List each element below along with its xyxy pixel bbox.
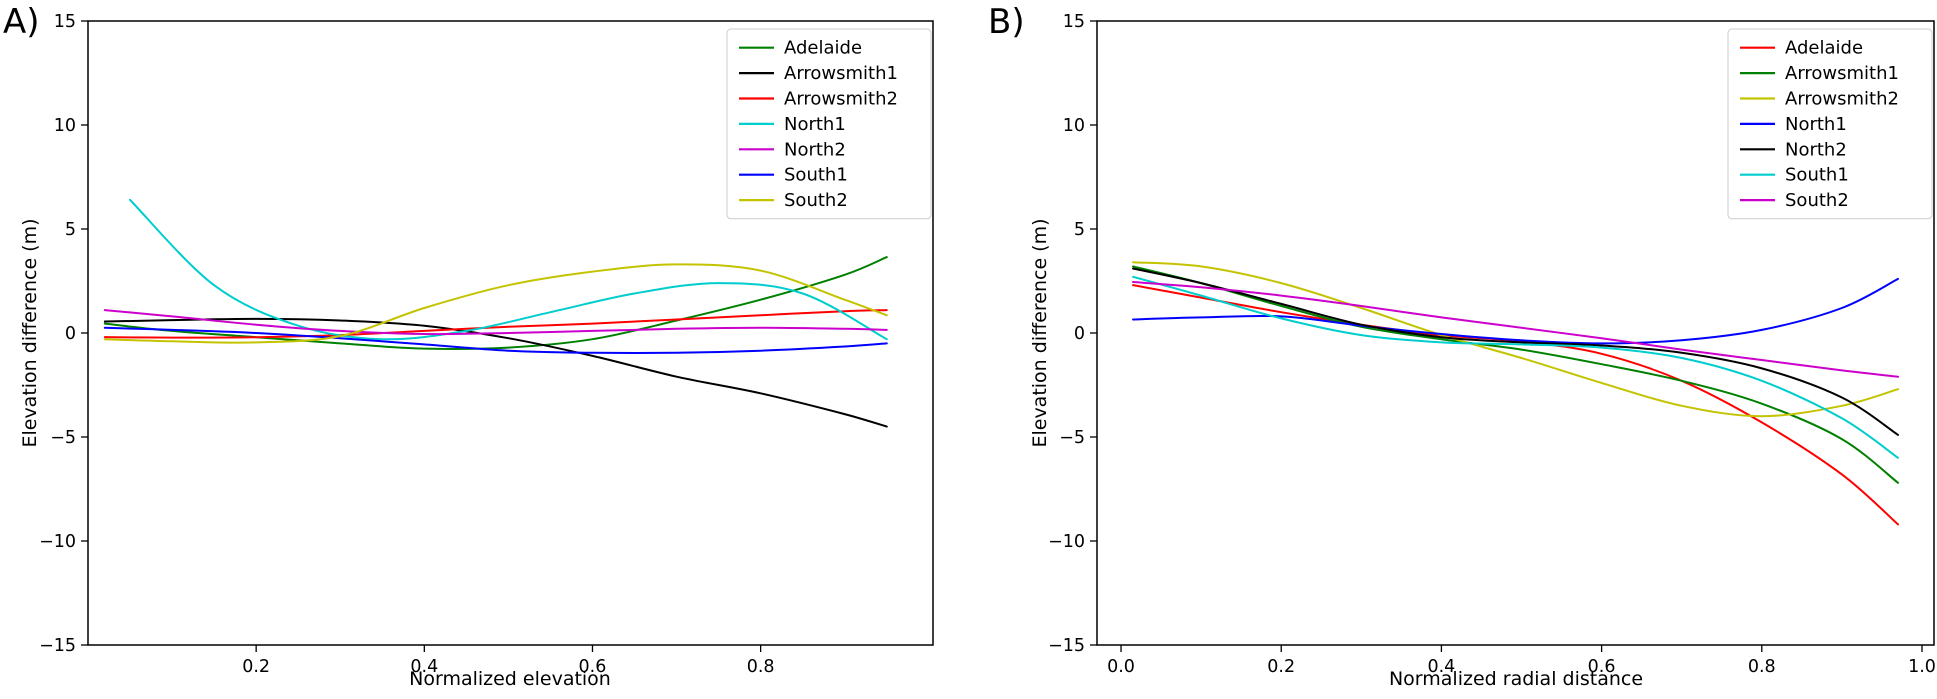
y-tick-label: 0 bbox=[65, 324, 76, 344]
x-tick-label: 0.6 bbox=[579, 657, 607, 677]
curve-south1 bbox=[1132, 275, 1899, 459]
x-tick-label: 0.6 bbox=[1588, 657, 1616, 677]
panel-a: 0.2 0.4 0.6 0.8 15 10 5 0 −5 −10 −15 Adelaide Arrows… bbox=[39, 12, 934, 677]
legend-entry-south2: South2 bbox=[784, 190, 848, 211]
curve-north2 bbox=[103, 309, 888, 336]
curve-south1 bbox=[103, 326, 888, 355]
curve-adelaide bbox=[103, 256, 888, 350]
y-tick-label: 5 bbox=[1074, 220, 1085, 240]
curve-north1 bbox=[1132, 277, 1899, 345]
curve-north2 bbox=[1132, 267, 1899, 436]
x-tick-label: 1.0 bbox=[1908, 657, 1936, 677]
y-tick-label: 15 bbox=[1063, 12, 1085, 32]
axes-frame bbox=[87, 20, 934, 646]
legend-entry-south2: South2 bbox=[1785, 190, 1849, 211]
x-tick-label: 0.4 bbox=[1427, 657, 1455, 677]
curve-arrowsmith1 bbox=[103, 317, 888, 428]
y-tick-label: −10 bbox=[39, 532, 76, 552]
legend-entry-arrowsmith1: Arrowsmith1 bbox=[784, 63, 898, 84]
panel-b-letter: B) bbox=[988, 2, 1025, 42]
x-tick-label: 0.8 bbox=[747, 657, 775, 677]
curve-arrowsmith2 bbox=[1132, 261, 1899, 418]
y-tick-label: −15 bbox=[39, 636, 76, 656]
panel-b-y-axis-title: Elevation difference (m) bbox=[1029, 218, 1051, 448]
legend-entry-south1: South1 bbox=[1785, 165, 1849, 186]
legend-entry-arrowsmith2: Arrowsmith2 bbox=[1785, 89, 1899, 110]
legend-entry-north1: North1 bbox=[1785, 114, 1847, 135]
legend-entry-south1: South1 bbox=[784, 165, 848, 186]
legend-box bbox=[726, 28, 932, 220]
x-tick-label: 0.4 bbox=[410, 657, 438, 677]
curve-adelaide bbox=[1132, 284, 1899, 526]
legend-entry-arrowsmith1: Arrowsmith1 bbox=[1785, 63, 1899, 84]
panel-b: 0.0 0.2 0.4 0.6 0.8 1.0 15 10 5 0 −5 −10 −15 Adelaide… bbox=[1048, 12, 1936, 677]
panel-a-letter: A) bbox=[3, 2, 40, 42]
legend-entry-north2: North2 bbox=[784, 139, 846, 160]
y-tick-label: 5 bbox=[65, 220, 76, 240]
y-tick-label: −5 bbox=[50, 428, 76, 448]
legend-entry-arrowsmith2: Arrowsmith2 bbox=[784, 89, 898, 110]
y-tick-label: −10 bbox=[1048, 532, 1085, 552]
panel-a-y-axis-title: Elevation difference (m) bbox=[19, 218, 41, 448]
y-tick-label: 15 bbox=[54, 12, 76, 32]
axes-frame bbox=[1096, 20, 1935, 646]
curve-south2 bbox=[1132, 281, 1899, 378]
x-tick-label: 0.0 bbox=[1107, 657, 1135, 677]
curve-south2 bbox=[103, 263, 888, 344]
y-tick-label: 10 bbox=[54, 116, 76, 136]
y-tick-label: 0 bbox=[1074, 324, 1085, 344]
curve-arrowsmith2 bbox=[103, 309, 888, 339]
panel-a-x-axis-title: Normalized elevation bbox=[409, 668, 611, 690]
curve-arrowsmith1 bbox=[1132, 265, 1899, 484]
x-tick-label: 0.2 bbox=[242, 657, 270, 677]
curve-north1 bbox=[129, 198, 888, 341]
y-tick-label: −5 bbox=[1059, 428, 1085, 448]
x-tick-label: 0.2 bbox=[1267, 657, 1295, 677]
legend-entry-adelaide: Adelaide bbox=[784, 38, 862, 59]
legend-entry-adelaide: Adelaide bbox=[1785, 38, 1863, 59]
legend-entry-north2: North2 bbox=[1785, 139, 1847, 160]
x-tick-label: 0.8 bbox=[1748, 657, 1776, 677]
legend-entry-north1: North1 bbox=[784, 114, 846, 135]
y-tick-label: −15 bbox=[1048, 636, 1085, 656]
y-tick-label: 10 bbox=[1063, 116, 1085, 136]
legend-box bbox=[1727, 28, 1933, 220]
panel-b-x-axis-title: Normalized radial distance bbox=[1388, 668, 1644, 690]
